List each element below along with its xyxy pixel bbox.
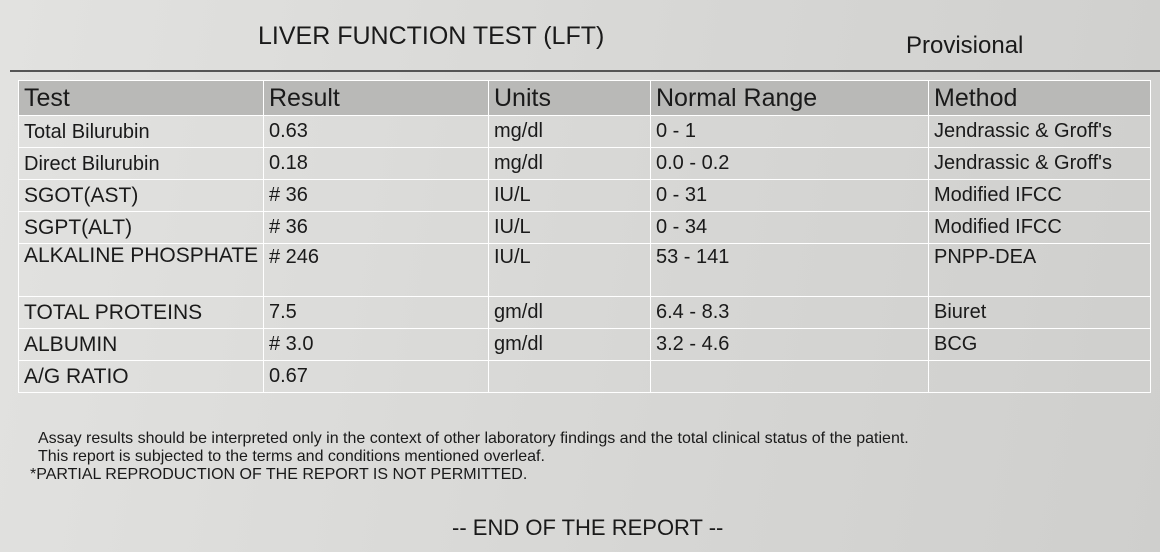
table-row: TOTAL PROTEINS 7.5 gm/dl 6.4 - 8.3 Biuret <box>18 296 1151 329</box>
table-cell: TOTAL PROTEINS <box>18 296 264 329</box>
table-cell: 0.0 - 0.2 <box>650 147 929 180</box>
table-cell: Total Bilurubin <box>18 115 264 148</box>
column-header: Method <box>928 80 1151 116</box>
table-cell: 53 - 141 <box>650 243 929 297</box>
table-row: A/G RATIO 0.67 <box>18 360 1151 393</box>
note-line: *PARTIAL REPRODUCTION OF THE REPORT IS N… <box>30 466 528 483</box>
empty-cell <box>488 360 651 393</box>
table-cell: 3.2 - 4.6 <box>650 328 929 361</box>
table-cell: IU/L <box>488 211 651 244</box>
table-cell: 0.63 <box>263 115 489 148</box>
table-cell: gm/dl <box>488 296 651 329</box>
header-row: Test Result Units Normal Range Method <box>18 80 1151 116</box>
table-cell: IU/L <box>488 179 651 212</box>
table-cell: mg/dl <box>488 115 651 148</box>
table-cell: A/G RATIO <box>18 360 264 393</box>
table-cell: Jendrassic & Groff's <box>928 115 1151 148</box>
column-header: Normal Range <box>650 80 929 116</box>
table-cell: Jendrassic & Groff's <box>928 147 1151 180</box>
note-line: Assay results should be interpreted only… <box>38 430 909 447</box>
table-row: ALKALINE PHOSPHATE # 246 IU/L 53 - 141 PNPP-… <box>18 243 1151 297</box>
table-cell: 0.67 <box>263 360 489 393</box>
table-cell: # 36 <box>263 211 489 244</box>
table-cell: Biuret <box>928 296 1151 329</box>
table-cell: ALKALINE PHOSPHATE <box>18 243 264 297</box>
table-body: Total Bilurubin 0.63 mg/dl 0 - 1 Jendrassic … <box>18 115 1151 393</box>
table-cell: 0 - 1 <box>650 115 929 148</box>
table-cell: gm/dl <box>488 328 651 361</box>
report-footer: -- END OF THE REPORT -- <box>452 515 724 540</box>
report-title: LIVER FUNCTION TEST (LFT) <box>258 22 605 50</box>
table-cell: BCG <box>928 328 1151 361</box>
notes: Assay results should be interpreted only… <box>30 430 909 484</box>
table-cell: Direct Bilurubin <box>18 147 264 180</box>
table-cell: # 246 <box>263 243 489 297</box>
table-row: SGPT(ALT) # 36 IU/L 0 - 34 Modified IFCC <box>18 211 1151 244</box>
note-line: This report is subjected to the terms an… <box>38 448 545 465</box>
column-header: Test <box>18 80 264 116</box>
table-cell: # 3.0 <box>263 328 489 361</box>
table-cell: Modified IFCC <box>928 211 1151 244</box>
table-row: Direct Bilurubin 0.18 mg/dl 0.0 - 0.2 Jendra… <box>18 147 1151 180</box>
header-rule <box>10 70 1160 72</box>
table-cell: 0 - 34 <box>650 211 929 244</box>
table-cell: ALBUMIN <box>18 328 264 361</box>
table-cell: 0.18 <box>263 147 489 180</box>
table-cell: Modified IFCC <box>928 179 1151 212</box>
table-cell: 0 - 31 <box>650 179 929 212</box>
table-cell: SGOT(AST) <box>18 179 264 212</box>
table-cell: 6.4 - 8.3 <box>650 296 929 329</box>
empty-cell <box>650 360 929 393</box>
column-header: Units <box>488 80 651 116</box>
report-status: Provisional <box>906 32 1024 59</box>
table-row: Total Bilurubin 0.63 mg/dl 0 - 1 Jendrassic … <box>18 115 1151 148</box>
table-row: SGOT(AST) # 36 IU/L 0 - 31 Modified IFCC <box>18 179 1151 212</box>
table-cell: 7.5 <box>263 296 489 329</box>
table-cell: IU/L <box>488 243 651 297</box>
table-cell: mg/dl <box>488 147 651 180</box>
table-row: ALBUMIN # 3.0 gm/dl 3.2 - 4.6 BCG <box>18 328 1151 361</box>
table-cell: # 36 <box>263 179 489 212</box>
table-cell: SGPT(ALT) <box>18 211 264 244</box>
table-cell: PNPP-DEA <box>928 243 1151 297</box>
column-header: Result <box>263 80 489 116</box>
empty-cell <box>928 360 1151 393</box>
results-table: Test Result Units Normal Range Method Total … <box>18 80 1151 393</box>
